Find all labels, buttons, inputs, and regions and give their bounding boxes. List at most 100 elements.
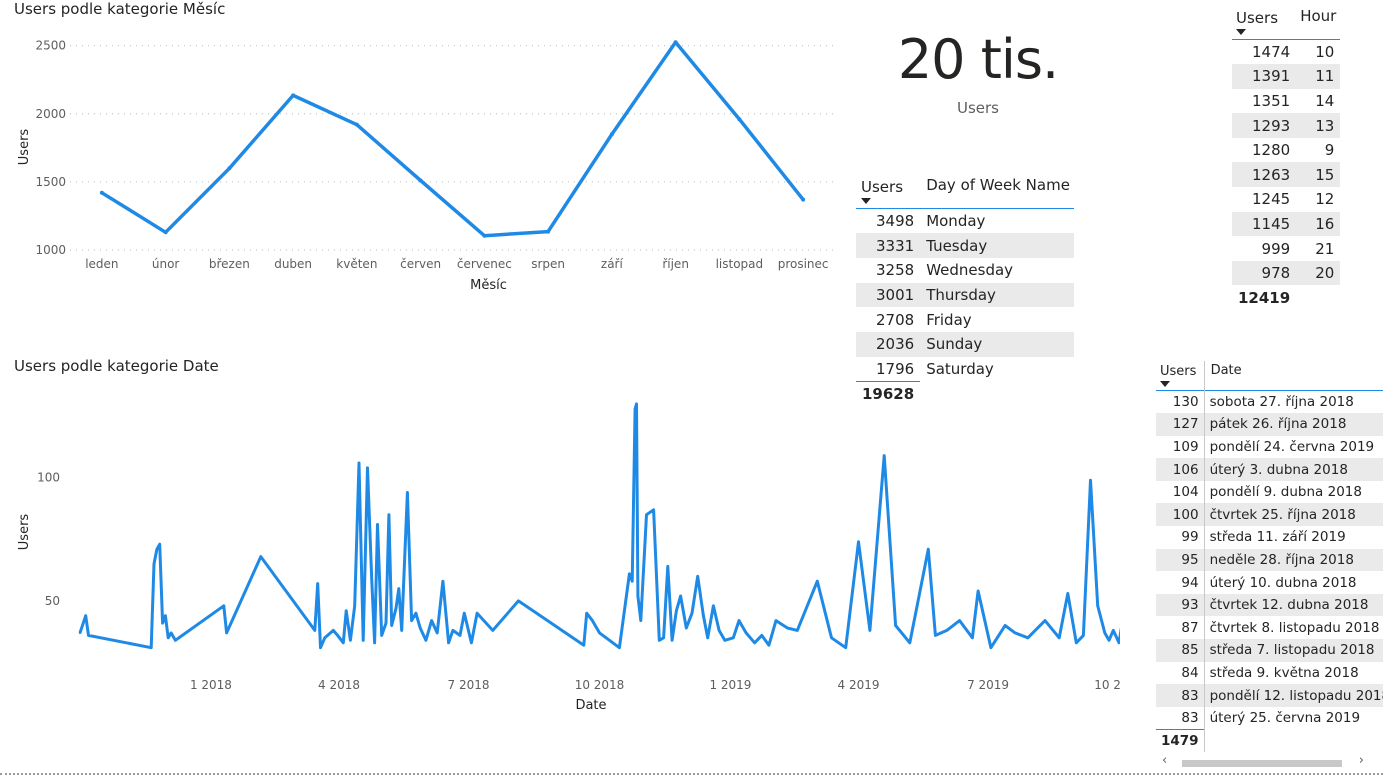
- table-row[interactable]: 83 úterý 25. června 2019: [1156, 706, 1383, 730]
- data-point[interactable]: [418, 178, 423, 183]
- date-date-header[interactable]: Date: [1210, 363, 1242, 378]
- series-line-users[interactable]: [100, 40, 805, 238]
- data-point[interactable]: [635, 402, 638, 406]
- data-point[interactable]: [380, 634, 383, 637]
- data-point[interactable]: [436, 631, 439, 635]
- data-point[interactable]: [99, 190, 104, 195]
- data-point[interactable]: [78, 631, 82, 635]
- data-point[interactable]: [737, 117, 742, 122]
- date-table-hscrollbar[interactable]: ‹ ›: [1160, 753, 1370, 768]
- data-point[interactable]: [400, 629, 403, 632]
- data-point[interactable]: [475, 612, 479, 615]
- data-point[interactable]: [517, 599, 520, 603]
- table-row[interactable]: 104 pondělí 9. dubna 2018: [1156, 480, 1383, 504]
- data-point[interactable]: [737, 619, 741, 622]
- data-point[interactable]: [639, 619, 642, 622]
- data-point[interactable]: [397, 587, 401, 590]
- data-point[interactable]: [149, 646, 153, 649]
- data-point[interactable]: [882, 454, 886, 457]
- data-point[interactable]: [1089, 479, 1092, 482]
- data-point[interactable]: [1103, 631, 1106, 635]
- table-row[interactable]: 93 čtvrtek 12. dubna 2018: [1156, 593, 1383, 617]
- data-point[interactable]: [342, 641, 345, 644]
- data-point[interactable]: [816, 579, 819, 583]
- data-point[interactable]: [1026, 636, 1030, 640]
- data-point[interactable]: [161, 621, 164, 625]
- data-point[interactable]: [158, 543, 161, 546]
- data-point[interactable]: [868, 629, 872, 632]
- data-point[interactable]: [717, 629, 721, 632]
- data-point[interactable]: [934, 634, 937, 637]
- table-row[interactable]: 2036 Sunday: [856, 331, 1074, 357]
- data-point[interactable]: [1003, 624, 1007, 627]
- data-point[interactable]: [1096, 604, 1099, 608]
- data-point[interactable]: [222, 604, 225, 608]
- data-point[interactable]: [712, 604, 715, 608]
- data-point[interactable]: [458, 634, 462, 637]
- table-row[interactable]: 1351 14: [1232, 89, 1340, 114]
- data-point[interactable]: [591, 619, 594, 622]
- data-point[interactable]: [491, 629, 494, 632]
- data-point[interactable]: [927, 547, 930, 551]
- data-point[interactable]: [291, 93, 296, 98]
- data-point[interactable]: [406, 491, 409, 494]
- data-point[interactable]: [971, 636, 974, 640]
- data-point[interactable]: [774, 619, 778, 622]
- data-point[interactable]: [313, 629, 317, 632]
- table-row[interactable]: 1796 Saturday: [856, 357, 1074, 382]
- table-row[interactable]: 106 úterý 3. dubna 2018: [1156, 458, 1383, 481]
- data-point[interactable]: [673, 40, 678, 45]
- data-point[interactable]: [410, 619, 413, 622]
- data-point[interactable]: [354, 122, 359, 127]
- data-point[interactable]: [696, 575, 699, 578]
- data-point[interactable]: [336, 634, 339, 637]
- data-point[interactable]: [582, 644, 586, 647]
- data-point[interactable]: [344, 609, 348, 612]
- table-row[interactable]: 109 pondělí 24. června 2019: [1156, 435, 1383, 459]
- data-point[interactable]: [675, 609, 678, 612]
- data-point[interactable]: [732, 636, 735, 640]
- data-point[interactable]: [362, 639, 365, 642]
- data-point[interactable]: [679, 594, 682, 598]
- data-point[interactable]: [666, 565, 670, 568]
- data-point[interactable]: [830, 636, 833, 640]
- data-point[interactable]: [384, 621, 388, 625]
- data-point[interactable]: [786, 626, 789, 630]
- data-point[interactable]: [628, 572, 631, 575]
- table-row[interactable]: 84 středa 9. května 2018: [1156, 661, 1383, 685]
- data-point[interactable]: [609, 132, 614, 137]
- data-point[interactable]: [1043, 619, 1047, 622]
- data-point[interactable]: [169, 631, 173, 635]
- data-point[interactable]: [636, 594, 640, 598]
- data-point[interactable]: [945, 629, 948, 632]
- table-row[interactable]: 87 čtvrtek 8. listopadu 2018: [1156, 616, 1383, 640]
- data-point[interactable]: [1117, 641, 1120, 644]
- data-point[interactable]: [598, 631, 601, 635]
- data-point[interactable]: [744, 631, 748, 635]
- data-point[interactable]: [767, 644, 771, 647]
- data-point[interactable]: [316, 582, 319, 585]
- data-point[interactable]: [366, 466, 369, 470]
- data-point[interactable]: [414, 612, 418, 615]
- table-row[interactable]: 978 20: [1232, 260, 1341, 286]
- data-point[interactable]: [796, 629, 799, 632]
- table-row[interactable]: 127 pátek 26. října 2018: [1156, 413, 1383, 436]
- data-point[interactable]: [1058, 636, 1061, 640]
- table-row[interactable]: 3258 Wednesday: [856, 258, 1074, 283]
- data-point[interactable]: [546, 229, 551, 234]
- weekday-dayname-header[interactable]: Day of Week Name: [926, 176, 1070, 194]
- data-point[interactable]: [87, 634, 90, 637]
- weekday-table[interactable]: Users Day of Week Name 3498 Monday 3331 Tue…: [856, 174, 1074, 406]
- data-point[interactable]: [723, 639, 726, 642]
- data-point[interactable]: [801, 197, 806, 202]
- data-point[interactable]: [618, 646, 621, 649]
- data-point[interactable]: [1066, 592, 1069, 595]
- series-line-users[interactable]: [78, 402, 1120, 650]
- data-point[interactable]: [1013, 631, 1017, 635]
- hour-hour-header[interactable]: Hour: [1300, 7, 1337, 25]
- data-point[interactable]: [390, 624, 393, 627]
- data-point[interactable]: [424, 639, 428, 642]
- table-row[interactable]: 1474 10: [1232, 40, 1340, 65]
- data-point[interactable]: [323, 636, 327, 640]
- data-point[interactable]: [844, 646, 847, 649]
